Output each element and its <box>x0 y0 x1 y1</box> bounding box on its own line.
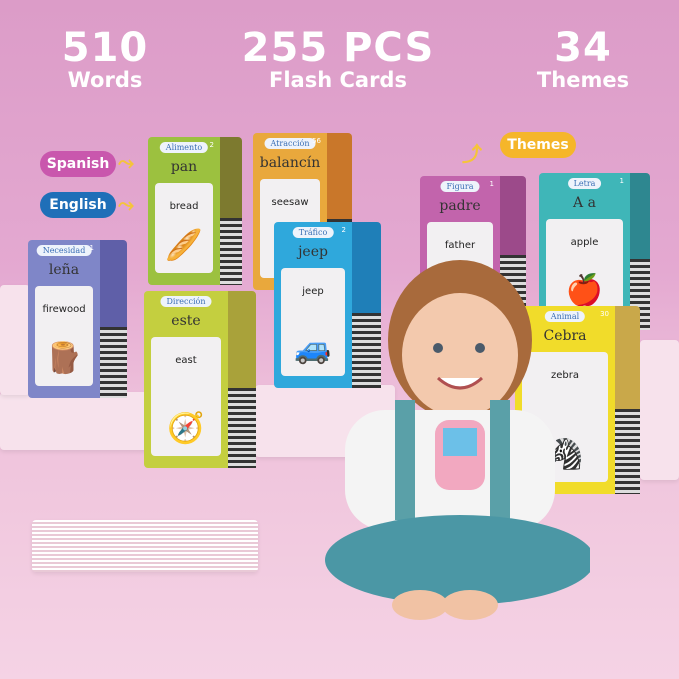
flash-card: Animal 30 Cebra zebra 🦓 <box>515 306 640 494</box>
card-panel: jeep 🚙 <box>281 268 345 376</box>
stat-value: 255 PCS <box>241 25 435 71</box>
card-side <box>100 240 127 398</box>
spanish-word: jeep <box>298 244 328 260</box>
english-label: English <box>40 192 116 218</box>
spanish-word: padre <box>439 198 481 214</box>
themes-label: Themes <box>500 132 576 158</box>
stat-label: Flash Cards <box>269 68 407 92</box>
platform <box>0 285 30 395</box>
flash-card: Tráfico 2 jeep jeep 🚙 <box>274 222 381 388</box>
theme-tag: Atracción <box>264 138 316 149</box>
english-word: bread <box>169 201 199 212</box>
bread-icon: 🥖 <box>165 228 203 263</box>
spanish-word: pan <box>170 159 198 175</box>
flash-card: Letra 1 A a apple 🍎 <box>539 173 650 330</box>
card-front: Letra 1 A a apple 🍎 <box>539 173 630 330</box>
english-word: east <box>175 355 197 366</box>
english-word: zebra <box>551 370 579 381</box>
english-word: apple <box>570 237 599 248</box>
card-panel: east 🧭 <box>151 337 221 456</box>
card-number: 1 <box>89 244 94 252</box>
arrow-icon: ⤴ <box>462 142 482 166</box>
stat-cards: 255 PCS Flash Cards <box>228 28 448 92</box>
card-number: 30 <box>600 310 609 318</box>
platform <box>0 392 150 450</box>
compass-icon: 🧭 <box>167 411 205 446</box>
spanish-word: Cebra <box>543 328 587 344</box>
spanish-word: balancín <box>259 155 321 171</box>
card-front: Alimento 2 pan bread 🥖 <box>148 137 220 285</box>
english-word: firewood <box>42 304 86 315</box>
spanish-word: A a <box>573 195 596 211</box>
card-number: 2 <box>341 226 346 234</box>
stat-words: 510 Words <box>40 28 170 92</box>
stat-label: Themes <box>536 68 630 92</box>
card-number: 56 <box>312 137 321 145</box>
theme-tag: Tráfico <box>292 227 334 238</box>
english-word: jeep <box>302 286 324 297</box>
flash-card: Dirección este east 🧭 <box>144 291 256 468</box>
card-side <box>228 291 256 468</box>
platform <box>640 340 679 480</box>
spanish-label: Spanish <box>40 151 116 177</box>
card-front: Tráfico 2 jeep jeep 🚙 <box>274 222 352 388</box>
card-panel: firewood 🪵 <box>35 286 93 386</box>
theme-tag: Dirección <box>160 296 212 307</box>
spanish-word: leña <box>48 262 80 278</box>
card-number: 1 <box>489 180 494 188</box>
arrow-icon: ⤳ <box>118 150 134 174</box>
english-word: seesaw <box>271 197 309 208</box>
theme-tag: Figura <box>440 181 480 192</box>
apple-icon: 🍎 <box>565 273 604 308</box>
firewood-logs-icon: 🪵 <box>45 341 83 376</box>
stat-value: 510 <box>61 25 149 71</box>
stat-value: 34 <box>554 25 612 71</box>
jeep-icon: 🚙 <box>294 331 332 366</box>
card-side <box>352 222 381 388</box>
card-front: Dirección este east 🧭 <box>144 291 228 468</box>
card-side <box>615 306 640 494</box>
spanish-word: este <box>171 313 201 329</box>
arrow-icon: ⤳ <box>118 192 134 216</box>
card-front: Necesidad 1 leña firewood 🪵 <box>28 240 100 398</box>
theme-tag: Letra <box>567 178 602 189</box>
english-word: father <box>444 240 476 251</box>
theme-tag: Animal <box>544 311 586 322</box>
card-stack <box>32 520 258 572</box>
stat-themes: 34 Themes <box>520 28 646 92</box>
card-panel: bread 🥖 <box>155 183 213 273</box>
theme-tag: Necesidad <box>36 245 92 256</box>
card-front: Animal 30 Cebra zebra 🦓 <box>515 306 615 494</box>
theme-tag: Alimento <box>159 142 209 153</box>
flash-card: Necesidad 1 leña firewood 🪵 <box>28 240 127 398</box>
child-with-card-reader <box>325 260 590 620</box>
stat-label: Words <box>67 68 143 92</box>
card-panel: apple 🍎 <box>546 219 623 318</box>
flash-card: Alimento 2 pan bread 🥖 <box>148 137 242 285</box>
card-side <box>220 137 242 285</box>
card-number: 2 <box>209 141 214 149</box>
card-number: 1 <box>619 177 624 185</box>
